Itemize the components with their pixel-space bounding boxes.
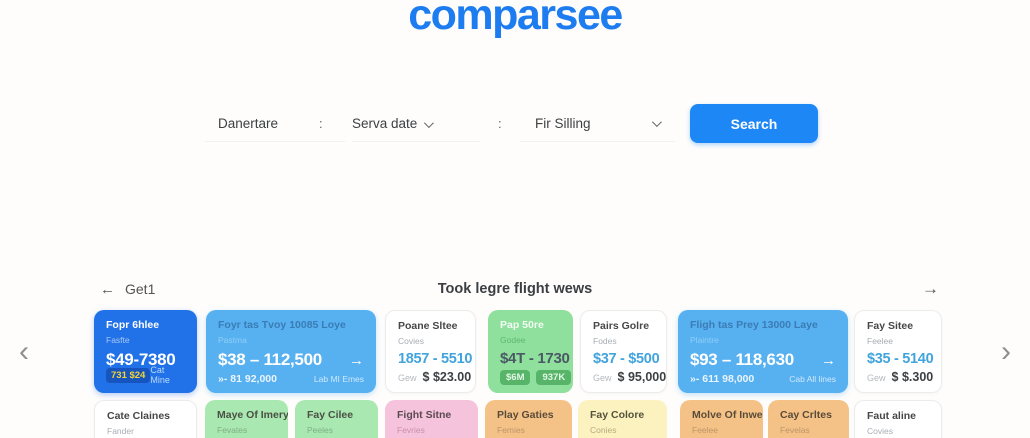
footer-value: $ 95,000 (617, 370, 667, 384)
card-subtitle: Fevates (217, 425, 248, 435)
field-separator: : (319, 116, 323, 131)
flight-card[interactable]: Poane Sltee Covies 1857 - 5510 Gew $ $23.00 (385, 310, 476, 393)
card-title: Foyr tas Tvoy 10085 Loye (218, 319, 346, 331)
flight-card[interactable]: Fopr 6hlee Fasfte $49-7380 731 $24 Cat Mine (94, 310, 197, 393)
carousel-back-button[interactable]: ← Get1 (100, 281, 155, 298)
field-separator: : (498, 116, 502, 131)
card-subtitle: Fodes (593, 336, 617, 346)
card-subtitle: Covies (867, 426, 893, 436)
right-arrow-icon: → (349, 351, 364, 369)
flight-card[interactable]: Pap 50re Godee $4T - 1730 $6M 937K (488, 310, 573, 393)
chevron-down-icon (424, 118, 435, 129)
footer-right: Lab MI Emes (313, 374, 364, 384)
card-price: $49-7380 (106, 350, 176, 369)
footer-prefix: Gew (398, 373, 417, 383)
card-title: Fopr 6hlee (106, 319, 160, 331)
card-price: $35 - 5140 (867, 351, 934, 367)
card-subtitle: Fevries (397, 425, 425, 435)
card-title: Fight Sitne (397, 409, 452, 421)
footer-prefix: Gew (867, 373, 886, 383)
card-subtitle: Peeles (307, 425, 333, 435)
carousel-title: Took legre flight wews (437, 281, 593, 297)
card-subtitle: Fander (107, 426, 134, 436)
chevron-down-icon[interactable] (651, 117, 662, 128)
flight-card[interactable]: Foyr tas Tvoy 10085 Loye Pastma $38 – 112,… (206, 310, 376, 393)
flight-card[interactable]: Fligh tas Prey 13000 Laye Plaintre $93 – 1… (678, 310, 848, 393)
card-subtitle: Conies (590, 425, 617, 435)
card-title: Faut aline (867, 410, 917, 422)
carousel-back-label: Get1 (125, 281, 156, 297)
card-title: Poane Sltee (398, 320, 458, 332)
filter-field[interactable]: Fir Silling (535, 116, 591, 131)
prev-page-button[interactable]: ‹ (19, 335, 29, 368)
site-logo: comparsee (408, 0, 623, 39)
footer-right: Cab All lines (789, 374, 836, 384)
departure-field[interactable]: Danertare (218, 116, 279, 131)
card-title: Fay Cilee (307, 409, 354, 421)
card-title: Fligh tas Prey 13000 Laye (690, 319, 818, 331)
deal-badge: 731 $24 (106, 367, 151, 383)
card-price: $4T - 1730 (500, 350, 570, 367)
flight-card[interactable]: Molve Of InwerylFeelee$157 - 8100 (680, 400, 763, 438)
card-subtitle: Feelee (692, 425, 718, 435)
card-title: Molve Of Inweryl (692, 409, 763, 421)
card-title: Pairs Golre (593, 320, 650, 332)
card-price: $38 – 112,500 (218, 350, 322, 369)
card-price: $93 – 118,630 (690, 350, 794, 369)
card-title: Cate Claines (107, 410, 171, 422)
card-subtitle: Femies (497, 425, 525, 435)
date-field-label: Serva date (352, 116, 418, 131)
card-title: Cay Crltes (780, 409, 832, 421)
flight-card[interactable]: Fay Sitee Feelee $35 - 5140 Gew $ $.300 (854, 310, 942, 393)
footer-left: »- 81 92,000 (218, 373, 277, 385)
field-underline (352, 141, 480, 142)
card-subtitle: Feelee (867, 336, 893, 346)
card-subtitle: Pastma (218, 335, 247, 345)
card-subtitle: Godee (500, 335, 526, 345)
card-subtitle: Covies (398, 336, 424, 346)
footer-value: $ $.300 (891, 370, 934, 384)
field-underline (520, 141, 675, 142)
card-price: 1857 - 5510 (398, 351, 473, 367)
footer-right: Cat Mine (150, 365, 170, 385)
search-button[interactable]: Search (690, 104, 818, 143)
flight-card[interactable]: Faut alineCovies1557 - 11000 (854, 400, 942, 438)
field-underline (205, 141, 345, 142)
carousel-next-button[interactable]: → (922, 279, 939, 298)
footer-left: »- 611 98,000 (690, 373, 755, 385)
footer-prefix: Gew (593, 373, 612, 383)
stat-badge: $6M (500, 370, 531, 385)
card-title: Fay Sitee (867, 320, 914, 332)
card-subtitle: Fevelas (780, 425, 810, 435)
left-arrow-icon: ← (100, 281, 115, 298)
next-page-button[interactable]: › (1001, 335, 1011, 368)
flight-card[interactable]: Pairs Golre Fodes $37 - $500 Gew $ 95,000 (580, 310, 667, 393)
date-field[interactable]: Serva date (352, 116, 435, 131)
card-subtitle: Plaintre (690, 335, 719, 345)
card-title: Pap 50re (500, 319, 544, 331)
card-title: Fay Colore (590, 409, 645, 421)
right-arrow-icon: → (821, 351, 836, 369)
card-title: Maye Of Imeryl (217, 409, 288, 421)
card-price: $37 - $500 (593, 351, 660, 367)
card-title: Play Gaties (497, 409, 554, 421)
card-subtitle: Fasfte (106, 335, 130, 345)
stat-badge: 937K (536, 370, 572, 385)
footer-value: $ $23.00 (422, 370, 472, 384)
